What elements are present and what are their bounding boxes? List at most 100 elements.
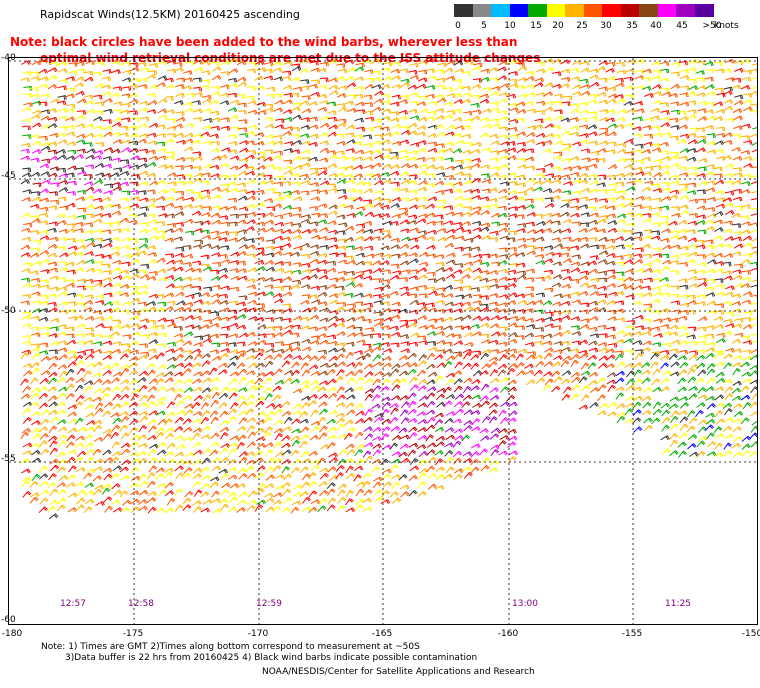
wind-barb [687, 139, 698, 145]
wind-barb [353, 164, 364, 170]
wind-barb [444, 175, 454, 180]
wind-barb [598, 189, 608, 194]
wind-barb [248, 362, 258, 369]
wind-barb [499, 349, 509, 355]
wind-barb [238, 119, 248, 124]
wind-barb [281, 242, 292, 248]
wind-barb [733, 94, 744, 100]
wind-barb [201, 483, 211, 490]
wind-barb [300, 325, 311, 331]
wind-barb [164, 237, 174, 243]
wind-barb [147, 140, 158, 146]
wind-barb [671, 61, 681, 67]
wind-barb [453, 222, 463, 227]
wind-barb [382, 76, 393, 82]
wind-barb [713, 173, 723, 179]
wind-barb [716, 92, 726, 98]
wind-barb [49, 275, 60, 281]
wind-barb [498, 285, 508, 291]
wind-barb [471, 443, 481, 449]
wind-barb [308, 400, 318, 407]
wind-barb [147, 506, 157, 514]
wind-barb [103, 147, 114, 153]
wind-barb [364, 433, 374, 441]
wind-barb [570, 371, 581, 378]
wind-barb [491, 221, 501, 227]
wind-barb [327, 116, 337, 122]
wind-barb [742, 235, 753, 242]
wind-barb [290, 506, 300, 514]
wind-barb [157, 418, 167, 426]
wind-barb [182, 245, 192, 250]
wind-barb [641, 326, 652, 332]
wind-barb [354, 504, 364, 512]
wind-barb [750, 294, 757, 300]
wind-barb [77, 207, 87, 213]
wind-barb [239, 147, 249, 153]
wind-barb [92, 218, 103, 224]
wind-barb [391, 187, 401, 193]
wind-barb [751, 149, 757, 153]
wind-barb [31, 367, 40, 376]
wind-barb [57, 286, 68, 292]
wind-barb [119, 197, 130, 203]
wind-barb [273, 235, 284, 241]
wind-barb [399, 187, 409, 193]
wind-barb [228, 416, 237, 424]
wind-barb [58, 386, 68, 392]
wind-barb [543, 212, 553, 218]
wind-barb [435, 115, 445, 120]
wind-barb [218, 362, 228, 368]
wind-barb [642, 340, 652, 346]
wind-barb [156, 60, 167, 66]
wind-barb [336, 386, 345, 394]
wind-barb [67, 214, 77, 220]
wind-barb [129, 356, 139, 362]
wind-barb [407, 368, 417, 376]
wind-barb [50, 341, 60, 347]
wind-barb [571, 91, 582, 97]
wind-barb [381, 333, 391, 339]
wind-barb [137, 301, 147, 307]
wind-barb [454, 393, 465, 400]
wind-barb [614, 290, 625, 296]
wind-barb [238, 451, 249, 458]
wind-barb [93, 341, 103, 347]
wind-barb [408, 319, 418, 325]
wind-barb [454, 435, 464, 441]
wind-barb [77, 98, 87, 104]
wind-barb [641, 369, 651, 376]
wind-barb [39, 308, 49, 313]
wind-barb [246, 190, 256, 196]
wind-barb [617, 283, 627, 289]
wind-barb [471, 194, 482, 200]
wind-barb [140, 116, 150, 122]
wind-barb [587, 173, 598, 179]
wind-barb [272, 394, 282, 402]
wind-barb [408, 204, 419, 210]
wind-barb [489, 237, 499, 243]
wind-barb [462, 267, 473, 273]
wind-barb [392, 497, 402, 504]
wind-barb [517, 348, 528, 354]
wind-barb [524, 317, 535, 323]
wind-barb [165, 348, 176, 354]
wind-barb [751, 237, 757, 242]
wind-barb [705, 252, 716, 258]
wind-barb [201, 370, 211, 377]
wind-barb [660, 386, 670, 393]
wind-barb [319, 147, 330, 153]
wind-barb [164, 306, 174, 312]
wind-barb [480, 76, 490, 82]
wind-barb [59, 78, 69, 84]
wind-barb [173, 393, 183, 401]
wind-barb [697, 281, 708, 288]
wind-barb [669, 433, 679, 440]
wind-barb [696, 214, 706, 220]
wind-barb [515, 353, 524, 361]
wind-barb [723, 86, 733, 92]
wind-barb [443, 101, 453, 107]
wind-barb [614, 94, 624, 99]
wind-barb [40, 269, 50, 274]
wind-barb [164, 433, 175, 440]
